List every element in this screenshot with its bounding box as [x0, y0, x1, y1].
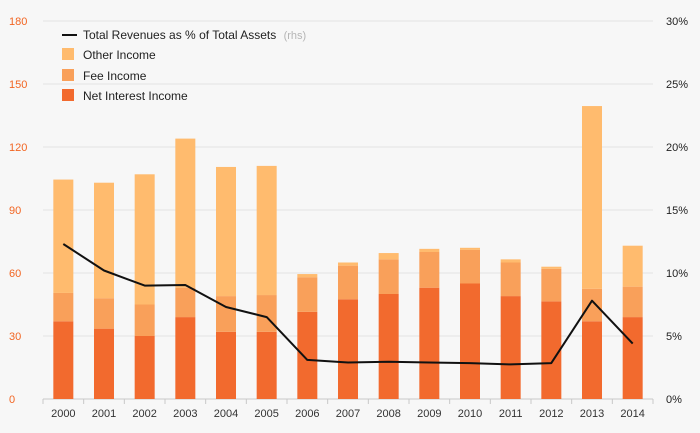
bar-other-income-2005	[256, 165, 277, 296]
legend-swatch-fee-income	[62, 69, 74, 81]
legend-swatch-other-income	[62, 48, 74, 60]
bars	[53, 106, 643, 399]
bar-fee-income-2014	[622, 286, 643, 318]
x-tick-label: 2010	[458, 408, 482, 420]
bar-other-income-2004	[216, 166, 236, 297]
bar-other-income-2013	[582, 106, 602, 289]
y-right-tick-label: 25%	[666, 79, 688, 91]
bar-fee-income-2012	[541, 268, 562, 302]
legend-label-fee-income: Fee Income	[83, 69, 147, 83]
bar-fee-income-2005	[256, 295, 277, 332]
x-tick-label: 2004	[214, 408, 238, 420]
bar-net-interest-income-2005	[256, 331, 277, 399]
line-series	[62, 243, 634, 366]
y-left-tick-label: 60	[9, 268, 21, 280]
y-left-tick-label: 150	[9, 79, 27, 91]
bar-fee-income-2011	[500, 262, 521, 297]
bar-other-income-2011	[500, 259, 521, 263]
x-tick-label: 2002	[132, 408, 156, 420]
bar-fee-income-2002	[134, 304, 155, 336]
x-tick-label: 2009	[417, 408, 441, 420]
bar-other-income-2006	[297, 274, 318, 278]
x-tick-label: 2011	[499, 408, 523, 420]
y-left-tick-label: 180	[9, 16, 27, 28]
y-right-tick-label: 5%	[666, 331, 682, 343]
x-tick-label: 2000	[51, 408, 75, 420]
y-left-tick-label: 0	[9, 394, 15, 406]
bar-fee-income-2010	[460, 249, 480, 284]
bar-net-interest-income-2000	[53, 321, 74, 399]
bar-other-income-2000	[53, 179, 74, 293]
bar-net-interest-income-2007	[338, 299, 358, 399]
bar-fee-income-2008	[378, 259, 399, 294]
bar-net-interest-income-2011	[500, 296, 521, 399]
x-tick-label: 2001	[92, 408, 116, 420]
bar-net-interest-income-2014	[622, 317, 643, 399]
bar-net-interest-income-2008	[378, 294, 399, 399]
legend-label-other-income: Other Income	[83, 48, 156, 62]
axes: 0 30 60 90 120 150 180 0% 5% 10% 15% 20% 25% 30% 2000 2…	[9, 16, 688, 420]
bar-fee-income-2006	[297, 277, 318, 312]
y-right-tick-label: 30%	[666, 16, 688, 28]
bar-other-income-2008	[378, 253, 399, 260]
bar-other-income-2014	[622, 245, 643, 287]
legend-swatch-net-interest-income	[62, 89, 74, 101]
legend-label-line: Total Revenues as % of Total Assets (rhs…	[83, 28, 306, 42]
bar-net-interest-income-2012	[541, 301, 562, 399]
bar-fee-income-2003	[175, 287, 196, 318]
x-tick-label: 2003	[173, 408, 197, 420]
legend: Total Revenues as % of Total Assets (rhs…	[62, 28, 306, 103]
y-left-tick-label: 90	[9, 205, 21, 217]
y-right-tick-label: 0%	[666, 394, 682, 406]
x-tick-label: 2012	[539, 408, 563, 420]
y-left-tick-label: 30	[9, 331, 21, 343]
x-tick-label: 2014	[620, 408, 644, 420]
bar-net-interest-income-2004	[216, 331, 236, 399]
bar-net-interest-income-2003	[175, 317, 196, 399]
bar-other-income-2007	[338, 262, 358, 266]
y-right-tick-label: 15%	[666, 205, 688, 217]
bar-fee-income-2009	[419, 252, 440, 288]
x-tick-label: 2005	[254, 408, 278, 420]
bar-other-income-2001	[94, 182, 114, 299]
legend-label-net-interest-income: Net Interest Income	[83, 89, 188, 103]
bar-other-income-2010	[460, 247, 480, 250]
bar-net-interest-income-2006	[297, 311, 318, 399]
bar-other-income-2003	[175, 138, 196, 288]
line-total-revenues-pct-assets	[62, 243, 634, 366]
x-tick-label: 2006	[295, 408, 319, 420]
y-right-tick-label: 10%	[666, 268, 688, 280]
bar-fee-income-2007	[338, 265, 358, 300]
y-right-tick-label: 20%	[666, 142, 688, 154]
bar-net-interest-income-2002	[134, 336, 155, 399]
bar-fee-income-2013	[582, 288, 602, 322]
bar-fee-income-2000	[53, 292, 74, 322]
bar-net-interest-income-2009	[419, 287, 440, 399]
bar-net-interest-income-2010	[460, 283, 480, 399]
legend-label-line-note: (rhs)	[284, 30, 307, 42]
bar-other-income-2009	[419, 248, 440, 252]
y-left-tick-label: 120	[9, 142, 27, 154]
bar-fee-income-2001	[94, 298, 114, 329]
x-tick-label: 2013	[580, 408, 604, 420]
bar-net-interest-income-2013	[582, 321, 602, 399]
x-tick-label: 2007	[336, 408, 360, 420]
bar-other-income-2002	[134, 174, 155, 305]
x-tick-label: 2008	[376, 408, 400, 420]
bar-net-interest-income-2001	[94, 328, 114, 399]
bar-other-income-2012	[541, 266, 562, 269]
bar-fee-income-2004	[216, 296, 236, 332]
